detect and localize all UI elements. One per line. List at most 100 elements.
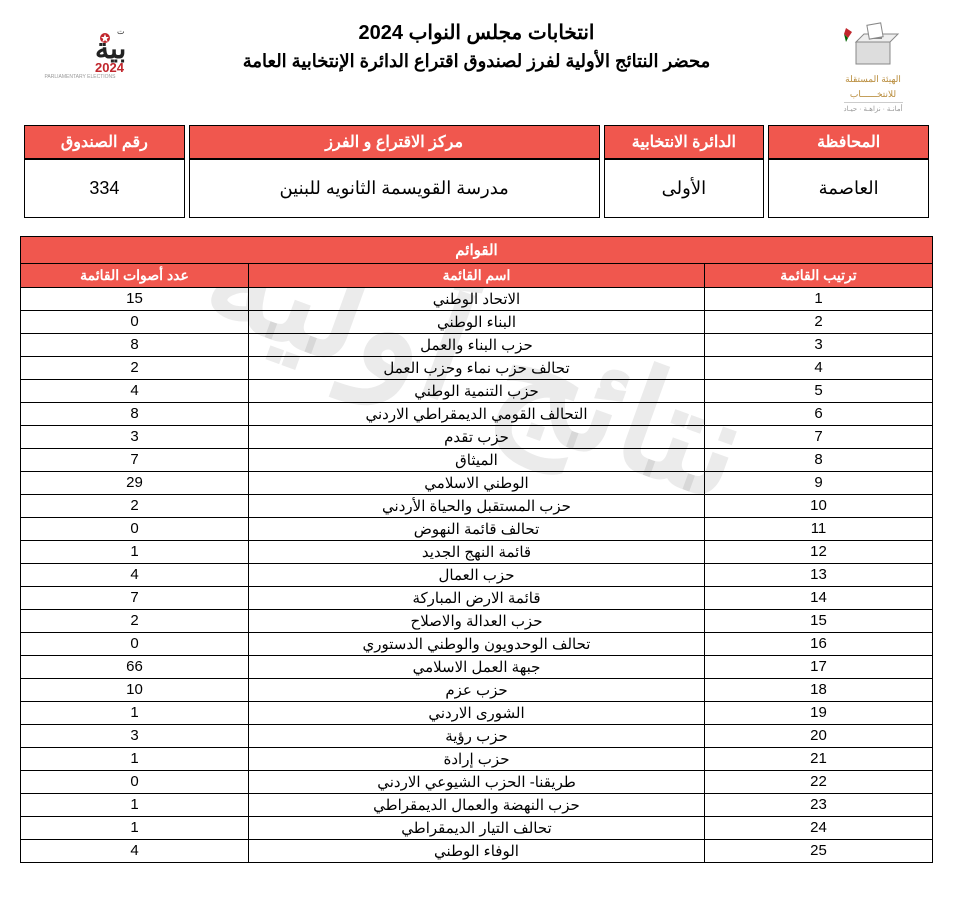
- cell-name: حزب العمال: [249, 563, 705, 586]
- cell-votes: 1: [21, 747, 249, 770]
- elections-2024-icon: انتخابات نيابية 2024 PARLIAMENTARY ELECT…: [35, 20, 125, 80]
- info-val-district: الأولى: [604, 159, 765, 218]
- lists-head-votes: عدد أصوات القائمة: [21, 263, 249, 287]
- cell-name: تحالف التيار الديمقراطي: [249, 816, 705, 839]
- table-row: 7حزب تقدم3: [21, 425, 933, 448]
- subtitle: محضر النتائج الأولية لفرز لصندوق اقتراع …: [150, 51, 803, 72]
- cell-rank: 4: [705, 356, 933, 379]
- cell-rank: 17: [705, 655, 933, 678]
- iec-logo-sub: أمانـة · نزاهـة · حيـاد: [844, 102, 903, 113]
- cell-name: الوفاء الوطني: [249, 839, 705, 862]
- info-head-governorate: المحافظة: [768, 125, 929, 159]
- table-row: 11تحالف قائمة النهوض0: [21, 517, 933, 540]
- iec-logo: الهيئة المستقلة للانتخــــــاب أمانـة · …: [813, 20, 933, 113]
- cell-name: حزب تقدم: [249, 425, 705, 448]
- info-val-box: 334: [24, 159, 185, 218]
- cell-rank: 5: [705, 379, 933, 402]
- table-row: 20حزب رؤية3: [21, 724, 933, 747]
- title-block: انتخابات مجلس النواب 2024 محضر النتائج ا…: [140, 20, 813, 72]
- cell-name: الاتحاد الوطني: [249, 287, 705, 310]
- lists-head-rank: ترتيب القائمة: [705, 263, 933, 287]
- cell-rank: 2: [705, 310, 933, 333]
- table-row: 21حزب إرادة1: [21, 747, 933, 770]
- lists-table: القوائم ترتيب القائمة اسم القائمة عدد أص…: [20, 236, 933, 863]
- lists-main-header: القوائم: [21, 236, 933, 263]
- logo-year: 2024: [95, 60, 125, 75]
- cell-votes: 8: [21, 402, 249, 425]
- cell-rank: 16: [705, 632, 933, 655]
- elections-logo: انتخابات نيابية 2024 PARLIAMENTARY ELECT…: [20, 20, 140, 80]
- table-row: 13حزب العمال4: [21, 563, 933, 586]
- cell-name: تحالف الوحدويون والوطني الدستوري: [249, 632, 705, 655]
- cell-votes: 4: [21, 379, 249, 402]
- cell-name: حزب البناء والعمل: [249, 333, 705, 356]
- cell-name: الوطني الاسلامي: [249, 471, 705, 494]
- cell-votes: 1: [21, 816, 249, 839]
- table-row: 3حزب البناء والعمل8: [21, 333, 933, 356]
- cell-rank: 25: [705, 839, 933, 862]
- info-head-district: الدائرة الانتخابية: [604, 125, 765, 159]
- cell-name: البناء الوطني: [249, 310, 705, 333]
- box-info-table: المحافظة الدائرة الانتخابية مركز الاقترا…: [20, 125, 933, 218]
- cell-name: حزب النهضة والعمال الديمقراطي: [249, 793, 705, 816]
- cell-rank: 18: [705, 678, 933, 701]
- table-row: 12قائمة النهج الجديد1: [21, 540, 933, 563]
- table-row: 2البناء الوطني0: [21, 310, 933, 333]
- cell-rank: 11: [705, 517, 933, 540]
- cell-name: حزب إرادة: [249, 747, 705, 770]
- table-row: 4تحالف حزب نماء وحزب العمل2: [21, 356, 933, 379]
- cell-name: حزب رؤية: [249, 724, 705, 747]
- cell-votes: 10: [21, 678, 249, 701]
- cell-rank: 13: [705, 563, 933, 586]
- cell-votes: 0: [21, 517, 249, 540]
- logo-en-label: PARLIAMENTARY ELECTIONS: [44, 74, 116, 80]
- ballot-box-icon: [838, 20, 908, 70]
- cell-votes: 4: [21, 839, 249, 862]
- cell-votes: 29: [21, 471, 249, 494]
- cell-votes: 66: [21, 655, 249, 678]
- cell-name: تحالف حزب نماء وحزب العمل: [249, 356, 705, 379]
- cell-rank: 6: [705, 402, 933, 425]
- cell-name: حزب المستقبل والحياة الأردني: [249, 494, 705, 517]
- cell-rank: 15: [705, 609, 933, 632]
- table-row: 9الوطني الاسلامي29: [21, 471, 933, 494]
- cell-votes: 2: [21, 609, 249, 632]
- cell-name: حزب التنمية الوطني: [249, 379, 705, 402]
- info-head-center: مركز الاقتراع و الفرز: [189, 125, 600, 159]
- cell-name: طريقنا- الحزب الشيوعي الاردني: [249, 770, 705, 793]
- cell-rank: 20: [705, 724, 933, 747]
- cell-name: قائمة النهج الجديد: [249, 540, 705, 563]
- lists-head-name: اسم القائمة: [249, 263, 705, 287]
- table-row: 14قائمة الارض المباركة7: [21, 586, 933, 609]
- info-val-governorate: العاصمة: [768, 159, 929, 218]
- cell-rank: 23: [705, 793, 933, 816]
- cell-rank: 9: [705, 471, 933, 494]
- table-row: 22طريقنا- الحزب الشيوعي الاردني0: [21, 770, 933, 793]
- table-row: 16تحالف الوحدويون والوطني الدستوري0: [21, 632, 933, 655]
- cell-name: الميثاق: [249, 448, 705, 471]
- cell-votes: 0: [21, 310, 249, 333]
- cell-rank: 8: [705, 448, 933, 471]
- iec-logo-label2: للانتخــــــاب: [850, 89, 896, 100]
- cell-rank: 7: [705, 425, 933, 448]
- iec-logo-label1: الهيئة المستقلة: [845, 74, 901, 85]
- cell-votes: 1: [21, 793, 249, 816]
- table-row: 5حزب التنمية الوطني4: [21, 379, 933, 402]
- cell-name: حزب عزم: [249, 678, 705, 701]
- cell-name: قائمة الارض المباركة: [249, 586, 705, 609]
- info-val-center: مدرسة القويسمة الثانويه للبنين: [189, 159, 600, 218]
- cell-votes: 2: [21, 356, 249, 379]
- page: نتائج أولية الهيئة المستقلة للانتخــــــ…: [20, 20, 933, 863]
- cell-votes: 1: [21, 701, 249, 724]
- cell-rank: 24: [705, 816, 933, 839]
- cell-votes: 2: [21, 494, 249, 517]
- cell-name: جبهة العمل الاسلامي: [249, 655, 705, 678]
- cell-votes: 4: [21, 563, 249, 586]
- table-row: 17جبهة العمل الاسلامي66: [21, 655, 933, 678]
- table-row: 25الوفاء الوطني4: [21, 839, 933, 862]
- cell-rank: 22: [705, 770, 933, 793]
- cell-votes: 1: [21, 540, 249, 563]
- cell-votes: 8: [21, 333, 249, 356]
- cell-name: الشورى الاردني: [249, 701, 705, 724]
- cell-rank: 3: [705, 333, 933, 356]
